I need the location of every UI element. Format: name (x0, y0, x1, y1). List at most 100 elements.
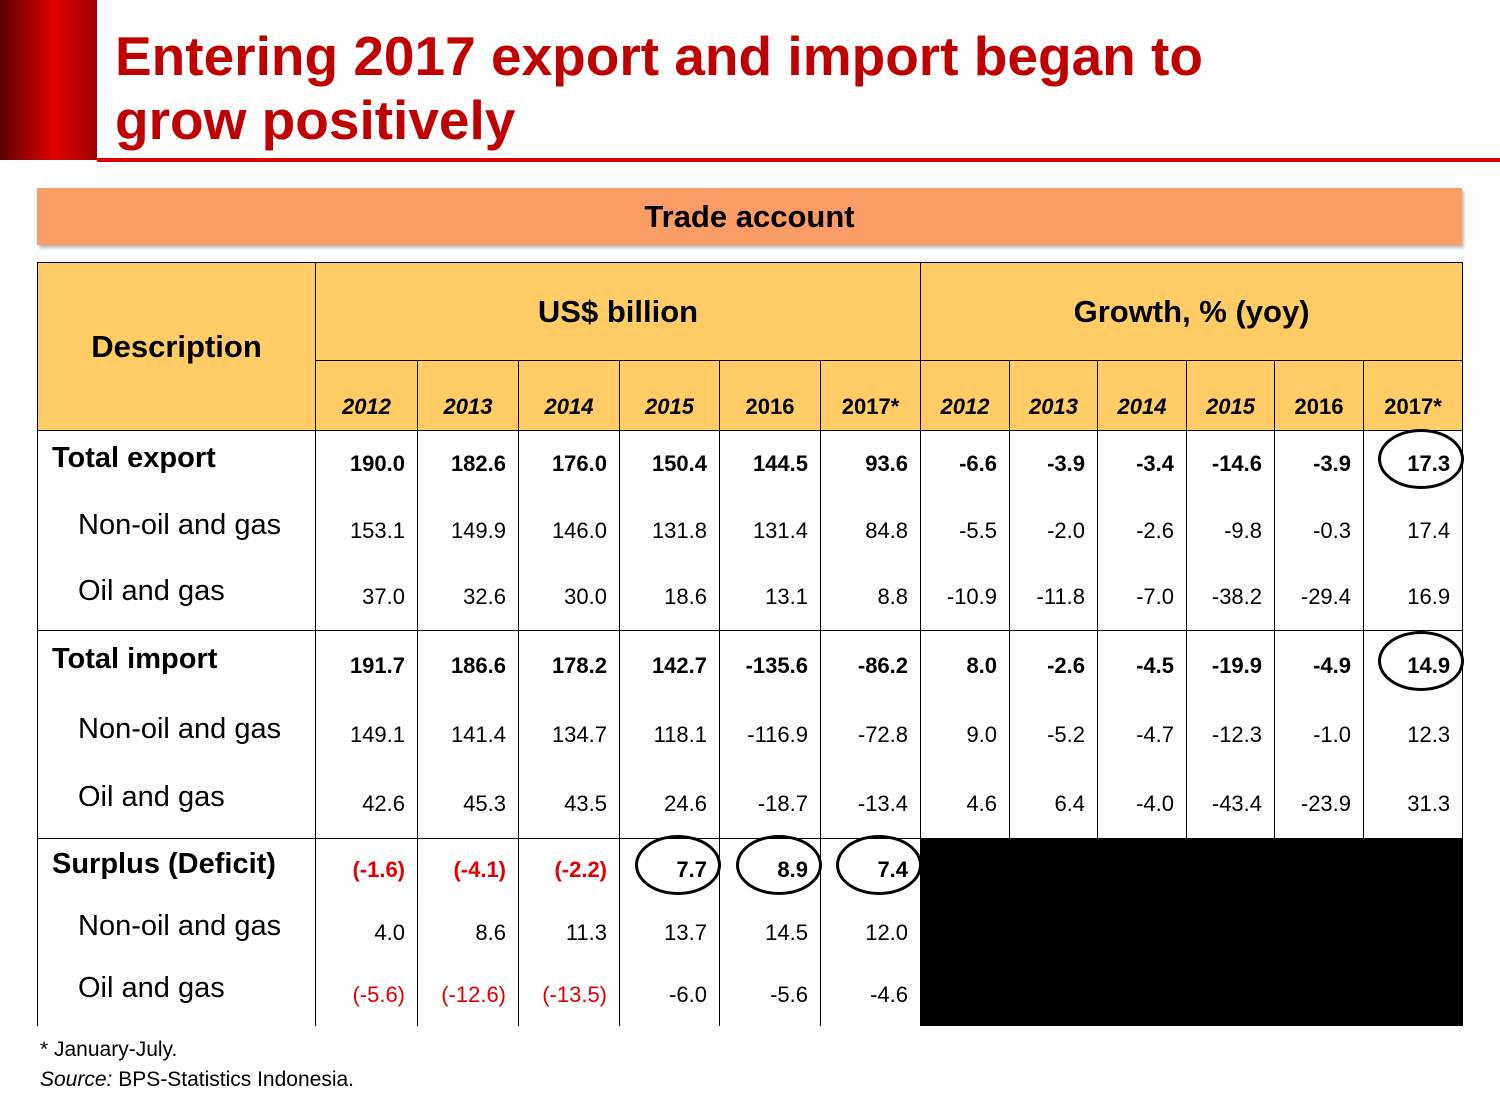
cell-wrap: -135.6 (720, 653, 808, 679)
cell-wrap: 12.3 (1364, 722, 1450, 748)
header-cell: Growth, % (yoy) (920, 262, 1464, 361)
cell-value: -5.6 (770, 981, 808, 1007)
value-cell: -13.4 (819, 769, 922, 839)
cell-wrap: 178.2 (519, 653, 607, 679)
cell-value: -29.4 (1300, 584, 1352, 610)
value-cell: 32.6 (417, 564, 519, 631)
blank-cell (1363, 963, 1464, 1026)
value-cell: 17.4 (1363, 497, 1464, 565)
cell-wrap: -4.0 (1098, 791, 1174, 817)
trade-table: Description US$ billion Growth, % (yoy) … (37, 262, 1465, 1026)
cell-wrap: (-1.6) (316, 857, 405, 883)
cell-wrap: -6.6 (921, 451, 997, 477)
value-cell: 31.3 (1363, 769, 1464, 839)
value-cell: -4.5 (1097, 630, 1188, 701)
year-cell: 2015 (619, 360, 720, 431)
cell-wrap: -19.9 (1187, 653, 1262, 679)
cell-wrap: 6.4 (1010, 791, 1085, 817)
cell-value: -3.9 (1047, 451, 1086, 477)
table-row: Oil and gas 37.0 32.6 30.0 18.6 13.1 8.8 -10.9 -… (37, 564, 1464, 631)
value-cell: (-1.6) (315, 838, 418, 902)
value-cell: -1.0 (1274, 700, 1365, 770)
value-cell: -2.6 (1097, 497, 1188, 565)
value-cell: -0.3 (1274, 497, 1365, 565)
cell-value: 131.8 (651, 518, 707, 543)
value-cell: 4.6 (920, 769, 1011, 839)
cell-value: 9.0 (966, 722, 998, 747)
year-cell: 2017* (1363, 360, 1464, 431)
value-cell: -4.0 (1097, 769, 1188, 839)
cell-value: -72.8 (857, 722, 909, 747)
blank-cell (1274, 901, 1365, 964)
cell-wrap: -2.6 (1098, 518, 1174, 544)
title-line: grow positively (115, 89, 516, 151)
cell-wrap: 13.7 (620, 920, 707, 946)
value-cell: 84.8 (819, 497, 922, 565)
blank-cell (1009, 838, 1099, 902)
cell-value: -10.9 (946, 584, 998, 610)
cell-value: 18.6 (664, 584, 707, 610)
value-cell: 7.7 (619, 835, 721, 902)
cell-wrap: (-12.6) (418, 982, 506, 1008)
cell-wrap: -43.4 (1187, 791, 1262, 817)
accent-bar (0, 0, 97, 160)
cell-value: 12.0 (865, 919, 909, 945)
value-cell: 16.9 (1363, 564, 1464, 631)
cell-wrap: -4.9 (1275, 653, 1351, 679)
cell-value: -19.9 (1211, 652, 1263, 678)
value-cell: -4.9 (1274, 630, 1365, 701)
cell-value: 150.4 (651, 451, 707, 477)
value-cell: -4.7 (1097, 700, 1188, 770)
header-cell: Description (37, 262, 316, 431)
row-label: Oil and gas (37, 564, 316, 631)
table-row: Surplus (Deficit) (-1.6) (-4.1) (-2.2) 7.7 8.… (37, 835, 1464, 902)
year-cell: 2012 (315, 360, 418, 431)
cell-wrap: 191.7 (316, 653, 405, 679)
blank-cell (1186, 901, 1276, 964)
cell-value: 8.0 (966, 652, 998, 678)
cell-wrap: 150.4 (620, 451, 707, 477)
cell-wrap: -14.6 (1187, 451, 1262, 477)
value-cell: 131.8 (619, 497, 720, 565)
blank-cell (920, 901, 1011, 964)
cell-wrap: 93.6 (821, 451, 908, 477)
cell-value: -2.0 (1047, 518, 1086, 543)
value-cell: -72.8 (819, 700, 922, 770)
cell-value: -3.4 (1136, 451, 1175, 477)
cell-value: 84.8 (865, 518, 909, 543)
highlight-circle (836, 835, 923, 896)
value-cell: 43.5 (518, 769, 620, 839)
cell-value: 4.0 (374, 919, 405, 945)
value-cell: -18.7 (719, 769, 821, 839)
year-cell: 2015 (1186, 360, 1276, 431)
cell-value: -1.0 (1313, 722, 1352, 747)
cell-wrap: 4.0 (316, 920, 405, 946)
cell-wrap: -6.0 (620, 982, 707, 1008)
cell-wrap: 182.6 (418, 451, 506, 477)
year-cell: 2016 (1274, 360, 1365, 431)
row-label: Non-oil and gas (37, 497, 316, 565)
value-cell: -6.0 (619, 963, 720, 1026)
cell-wrap: 8.6 (418, 920, 506, 946)
blank-cell (920, 838, 1011, 902)
value-cell: 9.0 (920, 700, 1011, 770)
cell-value: (-13.5) (542, 981, 607, 1007)
value-cell: 11.3 (518, 901, 620, 964)
cell-wrap: 43.5 (519, 791, 607, 817)
cell-wrap: 16.9 (1364, 584, 1450, 610)
cell-value: -23.9 (1300, 790, 1352, 816)
cell-wrap: 11.3 (519, 920, 607, 946)
cell-wrap: 31.3 (1364, 791, 1450, 817)
cell-wrap: 8.9 (720, 835, 822, 896)
value-cell: 190.0 (315, 430, 418, 498)
cell-wrap: -18.7 (720, 791, 808, 817)
footnote: * January-July. (40, 1038, 178, 1061)
cell-value: -2.6 (1047, 652, 1086, 678)
value-cell: (-2.2) (518, 838, 620, 902)
cell-wrap: -7.0 (1098, 584, 1174, 610)
value-cell: -6.6 (920, 430, 1011, 498)
value-cell: 8.0 (920, 630, 1011, 701)
cell-value: 153.1 (349, 518, 405, 543)
cell-wrap: 4.6 (921, 791, 997, 817)
source-label: Source: (40, 1068, 113, 1091)
